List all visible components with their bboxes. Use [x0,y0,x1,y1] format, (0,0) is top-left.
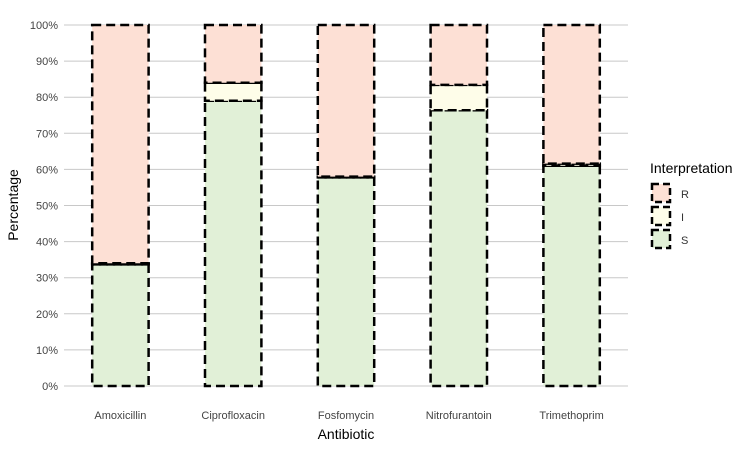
x-tick-labels: Amoxicillin Ciprofloxacin Fosfomycin Nitrof… [94,410,603,422]
bar-segment-R [542,23,602,165]
y-tick-label: 10% [36,345,58,357]
bar-segment-S [429,108,489,388]
y-tick-label: 60% [36,164,58,176]
bar-segment-S [90,263,150,388]
y-tick-label: 50% [36,201,58,213]
bar-segment-R [316,23,376,178]
bar-segment-S [542,164,602,388]
bar-segment-R [203,23,263,85]
legend-label: R [681,189,689,201]
bar-segment-R [429,23,489,87]
x-tick-label: Fosfomycin [318,410,374,422]
y-axis-title: Percentage [5,169,21,241]
y-tick-label: 40% [36,237,58,249]
y-tick-label: 20% [36,309,58,321]
bar-segment-I [203,81,263,103]
y-tick-label: 80% [36,92,58,104]
x-tick-label: Ciprofloxacin [201,410,265,422]
y-tick-label: 30% [36,273,58,285]
y-tick-label: 100% [30,20,58,32]
y-tick-label: 70% [36,128,58,140]
x-tick-label: Nitrofurantoin [426,410,492,422]
bar-segment-S [203,99,263,388]
bar-segment-I [429,83,489,112]
legend-key-I [650,205,672,227]
legend-label: S [681,235,688,247]
legend-label: I [681,212,684,224]
legend: Interpretation RIS [650,160,733,250]
legend-key-R [650,182,672,204]
y-tick-label: 90% [36,56,58,68]
legend-title: Interpretation [650,160,733,176]
x-tick-label: Amoxicillin [94,410,146,422]
y-tick-label: 0% [42,381,58,393]
legend-key-S [650,228,672,250]
bar-segment-R [90,23,150,265]
y-tick-labels: 0% 10% 20% 30% 40% 50% 60% 70% 80% 90% 100% [30,20,58,393]
x-axis-title: Antibiotic [318,426,375,442]
bar-segment-S [316,176,376,388]
x-tick-label: Trimethoprim [539,410,603,422]
bar-stacks [90,23,602,388]
